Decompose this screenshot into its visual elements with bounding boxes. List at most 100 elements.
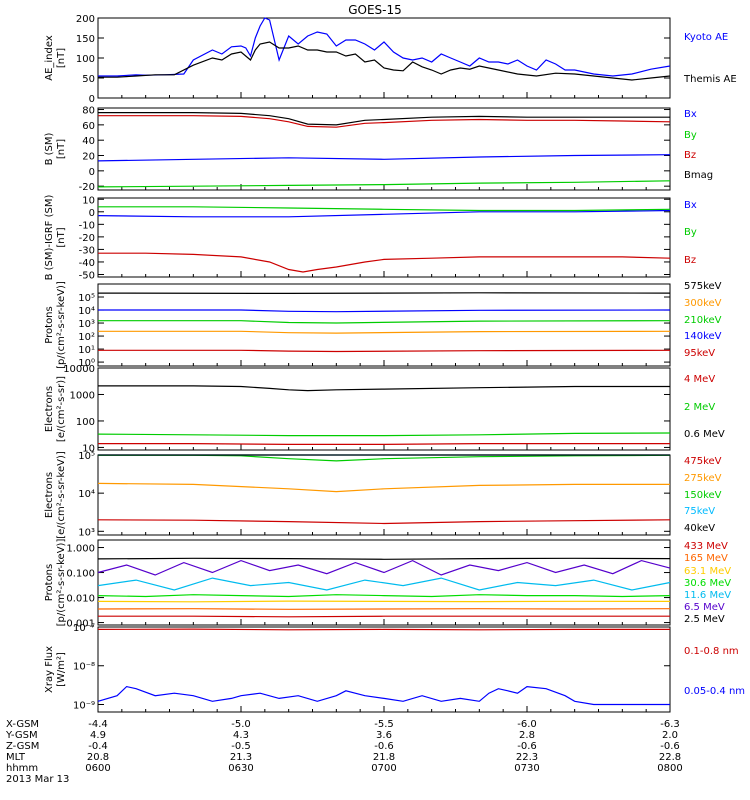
legend-entry: 575keV (684, 281, 722, 292)
y-tick-label: 0.010 (66, 594, 95, 605)
x-tick-label: 4.3 (233, 730, 249, 741)
legend-entry: 40keV (684, 523, 715, 534)
series-line-11-6-mev (97, 577, 671, 591)
legend-entry: 150keV (684, 490, 722, 501)
series-line-575kev (97, 292, 671, 295)
y-tick-label: 10³ (78, 319, 95, 330)
y-tick-label: 150 (76, 34, 95, 45)
x-tick-label: 21.8 (373, 752, 395, 763)
x-tick-label: -0.4 (88, 741, 108, 752)
x-tick-label: 2.8 (519, 730, 535, 741)
series-line-275kev (97, 482, 670, 493)
y-axis-unit: [e/(cm²-s-sr-keV)] (56, 451, 67, 539)
x-tick-label: -4.4 (88, 719, 108, 730)
y-axis-label: AE_index (44, 35, 55, 81)
y-tick-label: 10⁵ (78, 293, 95, 304)
y-tick-label: -30 (79, 245, 95, 256)
y-axis-unit: [nT] (56, 139, 67, 159)
y-tick-label: 10⁴ (78, 306, 95, 317)
legend-entry: 140keV (684, 331, 722, 342)
y-axis-unit: [W/m²] (56, 652, 67, 687)
legend-entry: 75keV (684, 506, 715, 517)
date-label: 2013 Mar 13 (6, 774, 69, 785)
series-line-165-mev (97, 608, 671, 610)
x-tick-label: 22.8 (659, 752, 681, 763)
y-tick-label: 0 (89, 208, 95, 219)
legend-entry: 30.6 MeV (684, 578, 731, 589)
x-tick-label: -5.5 (374, 719, 394, 730)
series-line-bx (97, 209, 671, 218)
panel-2: -20 0 20 40 60 80 B (SM) [nT] Bx By Bz Bmag (44, 106, 713, 194)
y-tick-label: 10 (82, 443, 95, 454)
x-row-label: hhmm (6, 763, 38, 774)
x-tick-label: 22.3 (516, 752, 538, 763)
y-axis-unit: [p/(cm²-s-sr-keV)] (56, 539, 67, 627)
series-line-6-5-mev (97, 559, 671, 576)
panel-1: 0 50 100 150 200 AE_index [nT] Kyoto AE Themis A… (44, 14, 737, 105)
y-tick-label: 0 (89, 94, 95, 105)
y-tick-label: 10⁻⁷ (73, 623, 95, 634)
legend-entry: Kyoto AE (684, 32, 728, 43)
series-line-bz (98, 252, 671, 273)
series-line-150kev (98, 454, 671, 462)
y-tick-label: 10⁰ (78, 358, 95, 369)
legend-entry: 300keV (684, 298, 722, 309)
series-line-0-1-0-8-nm (97, 628, 670, 631)
y-tick-label: 100 (76, 417, 95, 428)
series-line-2-5-mev (97, 557, 671, 560)
legend-entry: 2 MeV (684, 402, 715, 413)
panel-7: 0.001 0.010 0.100 1.000 Protons [p/(cm²-s-sr-… (44, 539, 731, 630)
series-line-2-mev (97, 432, 671, 437)
x-tick-label: -0.6 (660, 741, 680, 752)
legend-entry: 0.1-0.8 nm (684, 646, 739, 657)
legend-entry: Themis AE (683, 74, 737, 85)
y-axis-label: Xray Flux (44, 646, 55, 693)
x-tick-label: 0700 (371, 763, 396, 774)
series-line-by (98, 206, 671, 212)
x-tick-label: 0630 (228, 763, 253, 774)
y-axis-unit: [nT] (56, 227, 67, 247)
legend-entry: 165 MeV (684, 553, 728, 564)
y-tick-label: 50 (82, 74, 95, 85)
panel-6: 10³ 10⁴ 10⁵ Electrons [e/(cm²-s-sr-keV)] 475k… (44, 451, 722, 539)
y-tick-label: -20 (79, 233, 95, 244)
y-tick-label: 10² (78, 332, 95, 343)
legend-entry: Bmag (684, 170, 713, 181)
y-axis-label: Electrons (44, 386, 55, 432)
y-tick-label: 0.001 (66, 619, 95, 630)
legend-entry: Bx (684, 200, 697, 211)
x-tick-label: 3.6 (376, 730, 392, 741)
y-tick-label: 40 (82, 136, 95, 147)
series-line-300kev (98, 330, 671, 334)
legend-entry: Bx (684, 109, 697, 120)
x-tick-label: 0800 (657, 763, 682, 774)
y-tick-label: 10¹ (78, 345, 95, 356)
series-line-63-1-mev (97, 600, 671, 603)
y-tick-label: -50 (79, 270, 95, 281)
x-tick-label: 0730 (514, 763, 539, 774)
series-line-95kev (98, 349, 671, 353)
legend-entry: Bz (684, 255, 696, 266)
x-tick-label: 20.8 (87, 752, 109, 763)
series-line-bx (97, 154, 671, 162)
x-tick-label: -6.0 (517, 719, 537, 730)
y-axis-label: Electrons (44, 472, 55, 518)
x-tick-label: 21.3 (230, 752, 252, 763)
y-tick-label: 0.100 (66, 569, 95, 580)
y-tick-label: 20 (82, 152, 95, 163)
x-row-label: Z-GSM (6, 741, 39, 752)
x-tick-label: -0.6 (374, 741, 394, 752)
y-tick-label: 1000 (70, 390, 95, 401)
y-tick-label: 10⁴ (78, 489, 95, 500)
x-tick-label: 4.9 (90, 730, 106, 741)
series-line-0-6-mev (98, 385, 670, 392)
legend-entry: 275keV (684, 473, 722, 484)
x-row-label: Y-GSM (5, 730, 38, 741)
series-line-bz (98, 115, 671, 128)
series-line-475kev (97, 519, 671, 525)
y-tick-label: 10000 (63, 364, 95, 375)
series-line-bmag (98, 112, 670, 126)
series-line-themis-ae (98, 41, 671, 81)
